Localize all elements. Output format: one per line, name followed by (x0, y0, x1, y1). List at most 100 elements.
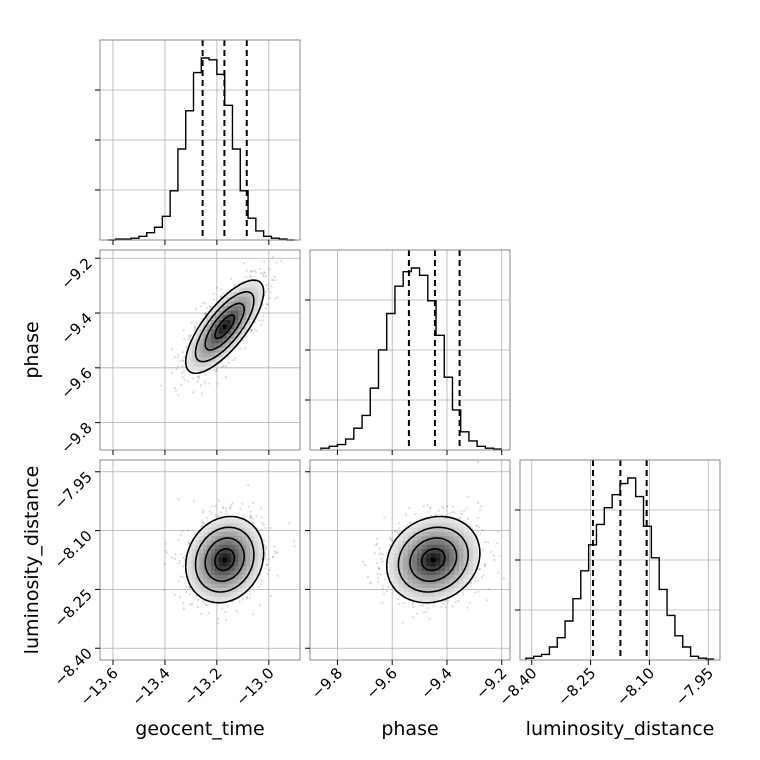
density-cell (416, 544, 422, 550)
density-cell (222, 548, 227, 554)
density-cell (253, 548, 259, 554)
density-cell (230, 518, 235, 524)
density-cell (253, 296, 259, 302)
density-cell (199, 531, 204, 537)
sample-point (177, 580, 180, 583)
density-cell (214, 329, 220, 334)
density-cell (463, 544, 469, 550)
density-cell (435, 540, 441, 545)
sample-point (201, 511, 205, 514)
density-cell (214, 352, 220, 358)
sample-point (249, 516, 252, 519)
density-cell (222, 518, 227, 524)
density-cell (444, 518, 450, 524)
density-cell (253, 305, 259, 311)
density-cell (440, 531, 446, 537)
density-cell (416, 531, 422, 537)
sample-point (249, 516, 252, 519)
sample-point (220, 288, 223, 291)
density-cell (458, 570, 464, 576)
density-cell (250, 287, 255, 293)
sample-point (441, 505, 444, 508)
sample-point (465, 506, 468, 510)
sample-point (376, 537, 379, 540)
density-cell (253, 557, 259, 563)
sample-point (415, 612, 419, 615)
density-cell (234, 544, 239, 550)
sample-point (185, 346, 188, 349)
sample-point (492, 554, 496, 557)
density-cell (199, 591, 204, 597)
density-cell (246, 553, 251, 558)
density-cell (238, 531, 243, 537)
density-cell (214, 333, 220, 339)
sample-point (196, 375, 199, 378)
density-cell (421, 583, 427, 588)
density-cell (242, 570, 247, 576)
density-cell (246, 548, 251, 554)
density-cell (403, 579, 408, 584)
density-cell (234, 305, 239, 311)
density-cell (242, 566, 247, 571)
density-cell (218, 522, 224, 528)
density-cell (238, 570, 243, 576)
density-cell (226, 319, 231, 325)
density-cell (203, 587, 208, 593)
sample-point (179, 533, 183, 536)
sample-point (423, 611, 426, 614)
sample-point (164, 549, 168, 552)
density-cell (389, 548, 394, 554)
density-cell (444, 544, 450, 550)
density-cell (246, 291, 251, 297)
density-cell (211, 324, 216, 330)
density-cell (407, 540, 413, 545)
sample-point (207, 612, 210, 615)
density-cell (214, 583, 220, 588)
density-cell (207, 535, 212, 541)
density-cell (211, 583, 216, 588)
sample-point (252, 613, 255, 616)
sample-point (262, 315, 265, 318)
density-cell (203, 579, 208, 584)
density-cell (211, 557, 216, 563)
density-cell (203, 570, 208, 576)
density-cell (430, 531, 436, 537)
sample-point (263, 551, 267, 555)
sample-point (404, 513, 408, 516)
density-cell (199, 535, 204, 541)
density-cell (421, 561, 427, 567)
density-cell (454, 570, 460, 576)
sample-point (176, 355, 179, 359)
sample-point (222, 505, 225, 508)
scatter-panel-geocent-time-vs-luminosity-distance (99, 459, 301, 661)
density-cell (454, 527, 460, 532)
density-cell (191, 356, 196, 362)
sample-point (249, 275, 252, 278)
density-cell (191, 544, 196, 550)
density-cell (444, 557, 450, 563)
density-cell (195, 553, 200, 558)
density-cell (454, 522, 460, 528)
density-cell (449, 540, 455, 545)
density-cell (407, 527, 413, 532)
density-cell (250, 553, 255, 558)
sample-point (422, 505, 425, 508)
density-cell (393, 566, 399, 571)
sample-point (440, 605, 443, 608)
density-cell (191, 561, 196, 567)
density-cell (226, 561, 231, 567)
sample-point (224, 610, 227, 613)
density-cell (246, 324, 251, 330)
density-cell (426, 522, 432, 528)
density-cell (246, 296, 251, 302)
density-cell (234, 583, 239, 588)
density-cell (430, 596, 436, 601)
density-cell (234, 587, 239, 593)
density-cell (393, 553, 399, 558)
sample-point (193, 326, 196, 329)
sample-point (214, 515, 217, 518)
sample-point (263, 271, 266, 274)
density-cell (246, 305, 251, 311)
sample-point (205, 306, 208, 310)
sample-point (162, 588, 165, 592)
